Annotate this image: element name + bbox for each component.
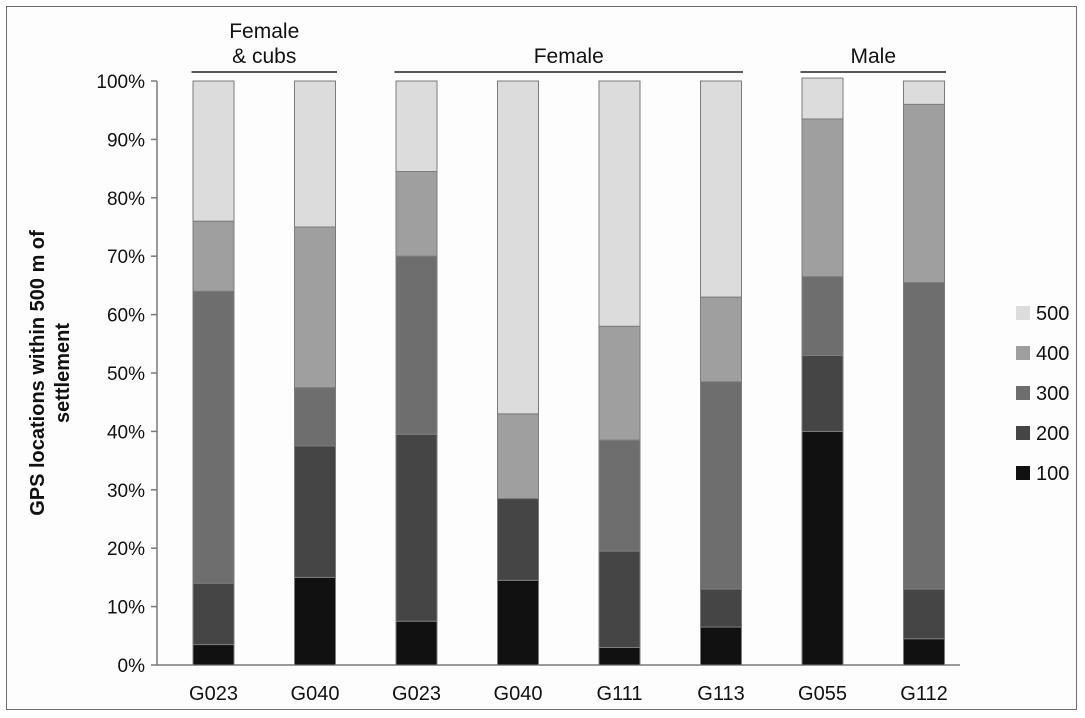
y-tick-label: 90%: [107, 130, 145, 151]
bar-segment-100: [903, 638, 945, 666]
y-tick-label: 30%: [107, 481, 145, 502]
bar-segment-100: [497, 579, 539, 666]
legend-label: 400: [1036, 343, 1069, 365]
bar-segment-400: [801, 118, 844, 278]
bar-segment-300: [700, 381, 742, 590]
x-category-label: G111: [597, 683, 643, 705]
y-axis-label: GPS locations within 500 m of: [27, 230, 49, 516]
bar-segment-200: [700, 588, 742, 628]
bar-segment-100: [395, 620, 438, 666]
bar-segment-400: [395, 171, 438, 257]
y-tick-label: 80%: [107, 189, 145, 210]
bar-segment-100: [294, 576, 336, 666]
bar-segment-500: [598, 80, 641, 327]
bar-segment-300: [903, 281, 945, 590]
y-tick-label: 100%: [96, 72, 145, 93]
bar-segment-500: [192, 80, 235, 222]
y-tick-label: 10%: [107, 598, 145, 619]
bar-segment-400: [192, 220, 235, 292]
bar-segment-200: [497, 498, 539, 581]
bar-segment-400: [700, 296, 742, 383]
y-tick-label: 20%: [107, 539, 145, 560]
y-tick-label: 60%: [107, 306, 145, 327]
legend-label: 100: [1036, 463, 1069, 485]
bar-segment-300: [598, 439, 641, 552]
bar-segment-500: [497, 80, 539, 415]
bar-segment-300: [801, 276, 844, 356]
bar-segment-100: [801, 430, 844, 666]
y-tick-label: 70%: [107, 247, 145, 268]
legend-label: 300: [1036, 383, 1069, 405]
legend-swatch-100: [1016, 466, 1030, 480]
x-category-label: G023: [189, 683, 238, 705]
bar-segment-400: [903, 103, 945, 283]
group-label: Male: [850, 45, 896, 68]
x-category-label: G113: [697, 683, 744, 705]
bar-segment-500: [700, 80, 742, 298]
x-category-label: G040: [291, 683, 340, 705]
group-label: Female: [534, 45, 604, 68]
bar-segment-300: [192, 290, 235, 584]
bar-segment-100: [192, 644, 235, 666]
bar-segment-200: [903, 588, 945, 640]
bar-segment-400: [497, 413, 539, 500]
bar-segment-200: [294, 445, 336, 578]
legend-label: 500: [1036, 303, 1069, 325]
bar-segment-200: [395, 433, 438, 622]
bar-segment-500: [903, 80, 945, 105]
x-category-label: G023: [392, 683, 441, 705]
legend-swatch-200: [1016, 426, 1030, 440]
bar-segment-100: [700, 626, 742, 666]
x-category-label: G040: [494, 683, 543, 705]
bar-segment-300: [395, 255, 438, 435]
group-label: & cubs: [232, 45, 296, 68]
y-tick-label: 40%: [107, 422, 145, 443]
bar-segment-200: [801, 354, 844, 432]
y-axis-label: settlement: [52, 323, 74, 423]
y-tick-label: 50%: [107, 364, 145, 385]
x-category-label: G055: [798, 683, 847, 705]
bar-segment-200: [192, 582, 235, 646]
bar-segment-300: [294, 387, 336, 447]
legend-swatch-500: [1016, 306, 1030, 320]
bar-segment-500: [294, 80, 336, 228]
x-category-label: G112: [900, 683, 947, 705]
bar-segment-400: [294, 226, 336, 389]
bar-segment-500: [801, 77, 844, 120]
legend-swatch-400: [1016, 346, 1030, 360]
bar-segment-100: [598, 646, 641, 666]
bar-segment-200: [598, 550, 641, 648]
chart-frame: [6, 6, 1077, 710]
group-label: Female: [229, 20, 299, 43]
y-tick-label: 0%: [118, 656, 146, 677]
bar-segment-400: [598, 325, 641, 441]
legend-swatch-300: [1016, 386, 1030, 400]
bar-segment-500: [395, 80, 438, 173]
legend-label: 200: [1036, 423, 1069, 445]
